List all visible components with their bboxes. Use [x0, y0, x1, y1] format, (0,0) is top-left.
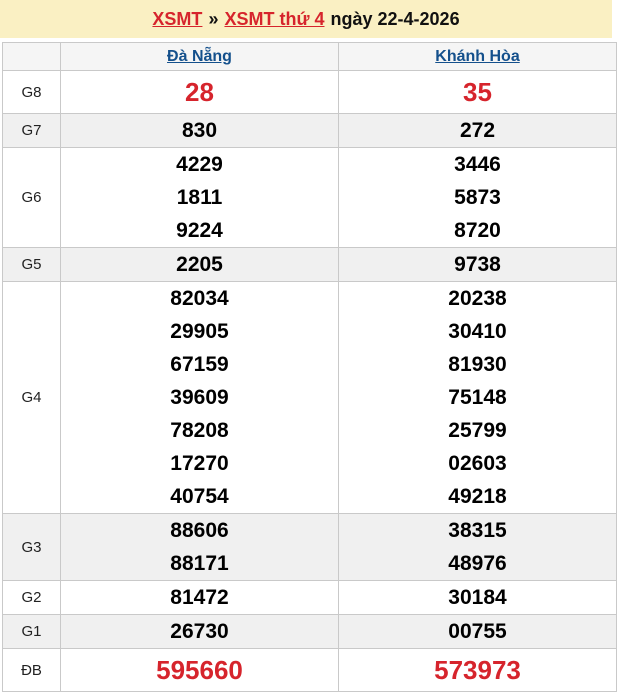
xsmt-breadcrumb-link[interactable]: XSMT — [152, 8, 203, 29]
lottery-number: 49218 — [448, 485, 507, 508]
lottery-number: 88171 — [170, 552, 229, 575]
lottery-number: 595660 — [156, 655, 243, 685]
lottery-number: 272 — [459, 119, 496, 142]
lottery-number: 40754 — [170, 485, 229, 508]
column-header-da-nang: Đà Nẵng — [60, 42, 339, 71]
column-header-khanh-hoa: Khánh Hòa — [338, 42, 617, 71]
draw-date-text: ngày 22-4-2026 — [330, 8, 460, 29]
khanh-hoa-link[interactable]: Khánh Hòa — [435, 47, 520, 65]
lottery-number: 1811 — [176, 186, 223, 209]
lottery-number: 9224 — [176, 219, 223, 242]
prize-row-g1: G1 26730 00755 — [2, 614, 617, 649]
lottery-number: 67159 — [170, 353, 229, 376]
lottery-number: 38315 — [448, 519, 507, 542]
lottery-number: 30184 — [448, 586, 507, 609]
prize-label-g5: G5 — [2, 247, 61, 282]
prize-numbers-khanh-hoa-g4: 20238 30410 81930 75148 25799 02603 49218 — [338, 281, 617, 514]
lottery-number: 17270 — [170, 452, 229, 475]
lottery-number: 28 — [185, 77, 214, 107]
prize-numbers-da-nang-g3: 88606 88171 — [60, 513, 339, 581]
prize-numbers-khanh-hoa-g2: 30184 — [338, 580, 617, 615]
lottery-number: 39609 — [170, 386, 229, 409]
da-nang-link[interactable]: Đà Nẵng — [167, 47, 232, 65]
prize-numbers-khanh-hoa-g3: 38315 48976 — [338, 513, 617, 581]
prize-label-g3: G3 — [2, 513, 61, 581]
lottery-number: 5873 — [454, 186, 501, 209]
lottery-number: 81930 — [448, 353, 507, 376]
lottery-number: 8720 — [454, 219, 501, 242]
prize-row-g6: G6 4229 1811 9224 3446 5873 8720 — [2, 147, 617, 248]
lottery-number: 35 — [463, 77, 492, 107]
prize-numbers-da-nang-g1: 26730 — [60, 614, 339, 649]
lottery-number: 88606 — [170, 519, 229, 542]
prize-numbers-da-nang-g6: 4229 1811 9224 — [60, 147, 339, 248]
prize-column-header — [2, 42, 61, 71]
lottery-number: 573973 — [434, 655, 521, 685]
prize-row-g2: G2 81472 30184 — [2, 580, 617, 615]
prize-numbers-da-nang-g8: 28 — [60, 70, 339, 114]
lottery-number: 9738 — [454, 253, 501, 276]
xsmt-day-link[interactable]: XSMT thứ 4 — [224, 8, 325, 29]
prize-numbers-khanh-hoa-g5: 9738 — [338, 247, 617, 282]
prize-numbers-khanh-hoa-g7: 272 — [338, 113, 617, 148]
prize-label-g1: G1 — [2, 614, 61, 649]
prize-label-g2: G2 — [2, 580, 61, 615]
lottery-number: 4229 — [176, 153, 223, 176]
prize-row-db: ĐB 595660 573973 — [2, 648, 617, 692]
lottery-number: 20238 — [448, 287, 507, 310]
lottery-number: 02603 — [448, 452, 507, 475]
prize-label-g8: G8 — [2, 70, 61, 114]
prize-numbers-da-nang-g7: 830 — [60, 113, 339, 148]
lottery-number: 82034 — [170, 287, 229, 310]
lottery-number: 75148 — [448, 386, 507, 409]
breadcrumb-separator: » — [208, 8, 219, 29]
lottery-number: 48976 — [448, 552, 507, 575]
lottery-number: 29905 — [170, 320, 229, 343]
prize-numbers-khanh-hoa-db: 573973 — [338, 648, 617, 692]
lottery-number: 830 — [181, 119, 218, 142]
prize-label-g4: G4 — [2, 281, 61, 514]
prize-numbers-khanh-hoa-g6: 3446 5873 8720 — [338, 147, 617, 248]
prize-row-g5: G5 2205 9738 — [2, 247, 617, 282]
lottery-number: 26730 — [170, 620, 229, 643]
prize-row-g7: G7 830 272 — [2, 113, 617, 148]
table-header-row: Đà Nẵng Khánh Hòa — [2, 42, 617, 71]
lottery-number: 30410 — [448, 320, 507, 343]
lottery-number: 81472 — [170, 586, 229, 609]
lottery-number: 2205 — [176, 253, 223, 276]
prize-label-db: ĐB — [2, 648, 61, 692]
prize-numbers-da-nang-db: 595660 — [60, 648, 339, 692]
lottery-number: 00755 — [448, 620, 507, 643]
lottery-number: 25799 — [448, 419, 507, 442]
page-header: XSMT » XSMT thứ 4 ngày 22-4-2026 — [0, 0, 612, 38]
prize-label-g6: G6 — [2, 147, 61, 248]
prize-numbers-khanh-hoa-g8: 35 — [338, 70, 617, 114]
lottery-number: 78208 — [170, 419, 229, 442]
prize-numbers-da-nang-g4: 82034 29905 67159 39609 78208 17270 40754 — [60, 281, 339, 514]
lottery-results-table: Đà Nẵng Khánh Hòa G8 28 35 G7 830 272 G6 4229 18… — [2, 42, 617, 692]
prize-row-g8: G8 28 35 — [2, 70, 617, 114]
lottery-number: 3446 — [454, 153, 501, 176]
prize-row-g3: G3 88606 88171 38315 48976 — [2, 513, 617, 581]
prize-numbers-da-nang-g2: 81472 — [60, 580, 339, 615]
prize-row-g4: G4 82034 29905 67159 39609 78208 17270 40754 202… — [2, 281, 617, 514]
prize-label-g7: G7 — [2, 113, 61, 148]
prize-numbers-khanh-hoa-g1: 00755 — [338, 614, 617, 649]
prize-numbers-da-nang-g5: 2205 — [60, 247, 339, 282]
